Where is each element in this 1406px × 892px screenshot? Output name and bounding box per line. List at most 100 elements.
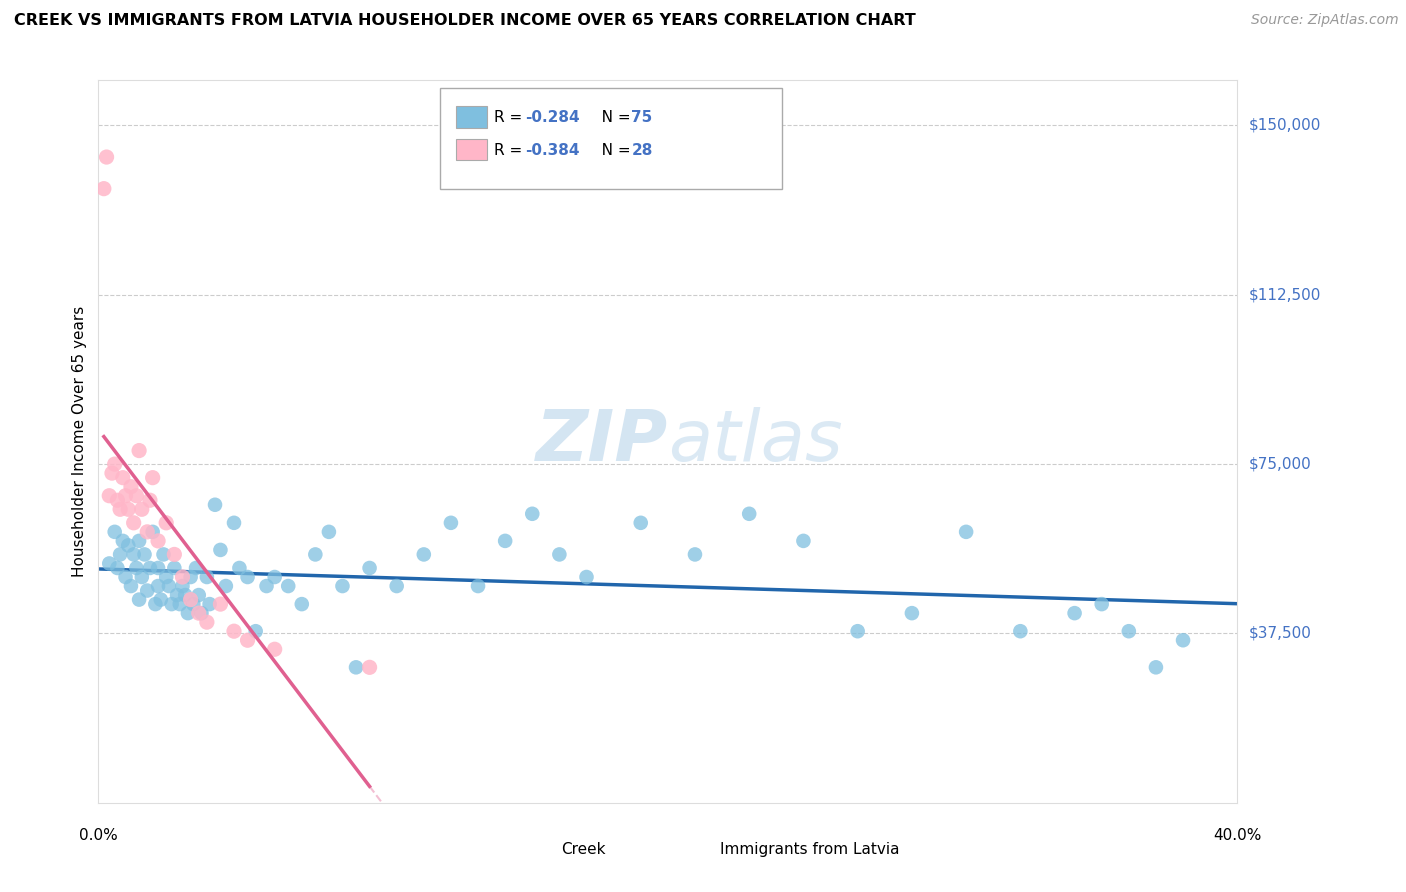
Point: [101, 466, 124, 480]
Point: [548, 548, 571, 562]
Point: [1144, 660, 1167, 674]
Point: [142, 470, 165, 484]
Point: [98, 489, 121, 503]
Point: [93, 182, 115, 196]
Point: [111, 533, 134, 548]
Point: [172, 570, 194, 584]
Point: [344, 660, 367, 674]
Point: [846, 624, 869, 639]
Text: Immigrants from Latvia: Immigrants from Latvia: [720, 841, 900, 856]
Point: [738, 507, 761, 521]
Point: [195, 570, 218, 584]
Point: [131, 570, 153, 584]
Point: [128, 533, 150, 548]
Text: CREEK VS IMMIGRANTS FROM LATVIA HOUSEHOLDER INCOME OVER 65 YEARS CORRELATION CHA: CREEK VS IMMIGRANTS FROM LATVIA HOUSEHOL…: [14, 13, 915, 29]
Point: [222, 624, 245, 639]
Point: [134, 548, 156, 562]
Point: [152, 548, 174, 562]
Point: [122, 548, 145, 562]
Point: [467, 579, 489, 593]
Text: -0.284: -0.284: [526, 110, 581, 125]
Point: [149, 592, 172, 607]
Text: ZIP: ZIP: [536, 407, 668, 476]
Point: [792, 533, 814, 548]
Text: N =: N =: [586, 143, 636, 158]
Point: [184, 561, 207, 575]
Point: [209, 597, 232, 611]
Point: [122, 516, 145, 530]
Point: [575, 570, 598, 584]
Point: [204, 498, 226, 512]
Point: [318, 524, 340, 539]
Point: [245, 624, 267, 639]
Point: [128, 443, 150, 458]
Point: [228, 561, 250, 575]
Point: [139, 561, 162, 575]
Point: [157, 579, 180, 593]
Point: [96, 150, 118, 164]
Text: Creek: Creek: [561, 841, 606, 856]
Point: [108, 502, 131, 516]
Point: [955, 524, 977, 539]
Point: [263, 570, 285, 584]
Point: [163, 548, 186, 562]
Point: [125, 489, 148, 503]
Point: [256, 579, 278, 593]
Point: [183, 597, 205, 611]
Point: [145, 597, 167, 611]
FancyBboxPatch shape: [689, 840, 717, 858]
Point: [1063, 606, 1085, 620]
Point: [174, 588, 197, 602]
Point: [277, 579, 299, 593]
FancyBboxPatch shape: [530, 840, 557, 858]
Point: [359, 561, 381, 575]
Text: R =: R =: [494, 143, 527, 158]
Point: [222, 516, 245, 530]
Point: [209, 542, 232, 557]
Text: atlas: atlas: [668, 407, 842, 476]
Point: [114, 570, 136, 584]
Point: [187, 588, 209, 602]
Point: [117, 538, 139, 552]
Point: [190, 606, 212, 620]
Point: [236, 570, 259, 584]
Point: [440, 516, 463, 530]
Text: 0.0%: 0.0%: [79, 828, 118, 843]
Text: N =: N =: [586, 110, 636, 125]
Text: $150,000: $150,000: [1249, 118, 1320, 133]
Point: [180, 592, 202, 607]
Text: R =: R =: [494, 110, 527, 125]
Y-axis label: Householder Income Over 65 years: Householder Income Over 65 years: [72, 306, 87, 577]
Point: [683, 548, 706, 562]
Point: [291, 597, 314, 611]
Point: [412, 548, 434, 562]
Point: [107, 493, 129, 508]
Point: [180, 570, 202, 584]
Point: [1171, 633, 1194, 648]
Point: [385, 579, 408, 593]
Point: [195, 615, 218, 630]
Point: [1118, 624, 1140, 639]
Point: [125, 561, 148, 575]
Point: [187, 606, 209, 620]
FancyBboxPatch shape: [440, 87, 782, 189]
Point: [98, 557, 121, 571]
Text: -0.384: -0.384: [526, 143, 581, 158]
Text: 40.0%: 40.0%: [1213, 828, 1261, 843]
Point: [114, 489, 136, 503]
Point: [166, 588, 188, 602]
Point: [146, 579, 169, 593]
Point: [120, 579, 142, 593]
Text: $37,500: $37,500: [1249, 626, 1312, 641]
Point: [128, 592, 150, 607]
Point: [155, 570, 177, 584]
Point: [104, 524, 127, 539]
FancyBboxPatch shape: [456, 106, 486, 128]
Text: $75,000: $75,000: [1249, 457, 1312, 472]
Point: [107, 561, 129, 575]
Point: [136, 524, 159, 539]
Text: 75: 75: [631, 110, 652, 125]
Point: [359, 660, 381, 674]
Point: [146, 561, 169, 575]
FancyBboxPatch shape: [456, 139, 486, 161]
